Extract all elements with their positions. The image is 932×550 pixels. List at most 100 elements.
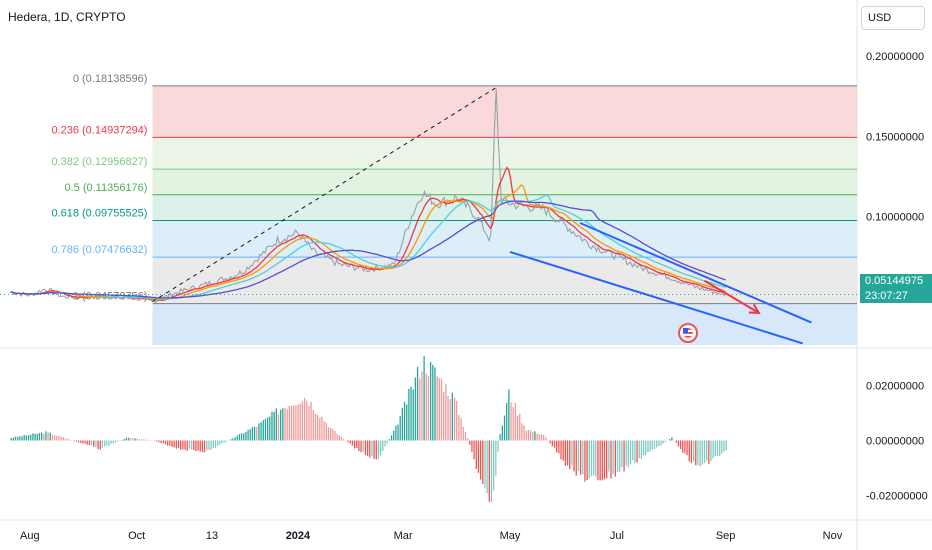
histogram-bar — [103, 440, 106, 447]
histogram-bar — [443, 391, 445, 441]
histogram-bar — [319, 417, 321, 441]
histogram-bar — [464, 432, 467, 441]
histogram-bar — [414, 377, 417, 441]
histogram-bar — [586, 440, 588, 481]
histogram-bar — [299, 403, 301, 441]
histogram-bar — [336, 433, 338, 441]
histogram-bar — [503, 415, 506, 441]
histogram-bar — [525, 430, 527, 441]
histogram-bar — [271, 411, 273, 441]
histogram-bar — [612, 440, 614, 475]
histogram-bar — [219, 440, 221, 445]
histogram-bar — [99, 440, 101, 450]
histogram-bar — [619, 440, 621, 473]
histogram-bar — [375, 440, 377, 460]
fib-level-label: 0.786 (0.07476632) — [51, 244, 147, 256]
channel-upper-line — [579, 222, 812, 324]
histogram-bar — [282, 408, 284, 441]
moving-average-line — [10, 200, 726, 299]
histogram-bar — [597, 440, 599, 481]
histogram-bar — [25, 435, 28, 441]
histogram-bar — [106, 440, 108, 446]
histogram-bar — [610, 440, 612, 479]
histogram-bar — [584, 440, 586, 482]
histogram-bar — [575, 440, 577, 476]
histogram-bar — [538, 434, 540, 441]
histogram-bar — [379, 440, 382, 456]
histogram-bar — [436, 376, 438, 441]
histogram-bar — [32, 433, 34, 441]
histogram-bar — [725, 440, 727, 451]
time-tick-label: Aug — [20, 530, 40, 542]
histogram-bar — [125, 437, 128, 441]
fib-level-label: 0.236 (0.14937294) — [51, 124, 147, 136]
histogram-bar — [147, 439, 149, 441]
histogram-bar — [269, 416, 271, 441]
histogram-bar — [293, 405, 295, 441]
histogram-bar — [73, 440, 75, 442]
histogram-bar — [97, 440, 99, 450]
histogram-bar — [534, 431, 536, 441]
histogram-bar — [645, 440, 647, 455]
histogram-bar — [132, 438, 134, 441]
histogram-bar — [388, 439, 390, 441]
histogram-bar — [432, 365, 434, 441]
histogram-bar — [699, 440, 701, 467]
histogram-bar — [140, 439, 143, 441]
histogram-bar — [56, 435, 58, 441]
drawing-annotations — [152, 86, 812, 345]
histogram-bar — [306, 400, 308, 441]
histogram-bar — [653, 440, 656, 449]
histogram-bar — [545, 437, 547, 441]
histogram-bar — [656, 440, 658, 448]
histogram-bar — [303, 397, 306, 441]
histogram-bar — [560, 440, 562, 460]
fib-zone — [152, 257, 857, 304]
histogram-bar — [284, 407, 286, 441]
histogram-bar — [564, 440, 567, 466]
histogram-bar — [686, 440, 688, 456]
time-tick-label: 13 — [206, 530, 218, 542]
histogram-bar — [117, 440, 119, 442]
histogram-bar — [234, 437, 236, 441]
histogram-bar — [716, 440, 719, 457]
fib-level-label: 0.5 (0.11356176) — [64, 182, 147, 194]
histogram-bar — [280, 409, 282, 441]
histogram-bar — [471, 440, 473, 452]
histogram-bar — [36, 433, 38, 441]
histogram-bar — [588, 440, 590, 479]
histogram-bar — [60, 436, 62, 441]
histogram-bar — [453, 397, 456, 441]
histogram-bar — [27, 435, 30, 441]
histogram-bar — [343, 438, 345, 441]
histogram-bar — [429, 361, 432, 441]
histogram-bar — [662, 440, 664, 444]
histogram-bar — [499, 434, 501, 441]
histogram-bar — [88, 440, 91, 446]
histogram-bar — [616, 440, 619, 473]
histogram-bar — [51, 434, 54, 441]
histogram-bar — [638, 440, 640, 459]
histogram-bar — [288, 405, 291, 441]
histogram-bar — [184, 440, 186, 450]
histogram-bar — [440, 378, 443, 441]
histogram-bar — [386, 440, 388, 444]
histogram-bar — [34, 433, 36, 441]
histogram-bar — [682, 440, 684, 453]
histogram-bar — [629, 440, 632, 465]
histogram-bar — [123, 439, 125, 441]
histogram-bar — [627, 440, 630, 468]
histogram-bar — [579, 440, 582, 476]
histogram-bar — [77, 440, 80, 443]
histogram-bar — [197, 440, 199, 451]
histogram-bar — [351, 440, 354, 446]
histogram-bar — [449, 399, 451, 441]
histogram-bar — [623, 440, 625, 472]
histogram-bar — [173, 440, 175, 448]
flag-icon[interactable] — [678, 323, 698, 343]
osc-tick-label: 0.00000000 — [866, 436, 924, 448]
currency-button[interactable]: USD — [861, 6, 925, 30]
histogram-bar — [38, 433, 41, 441]
histogram-bar — [190, 440, 193, 450]
